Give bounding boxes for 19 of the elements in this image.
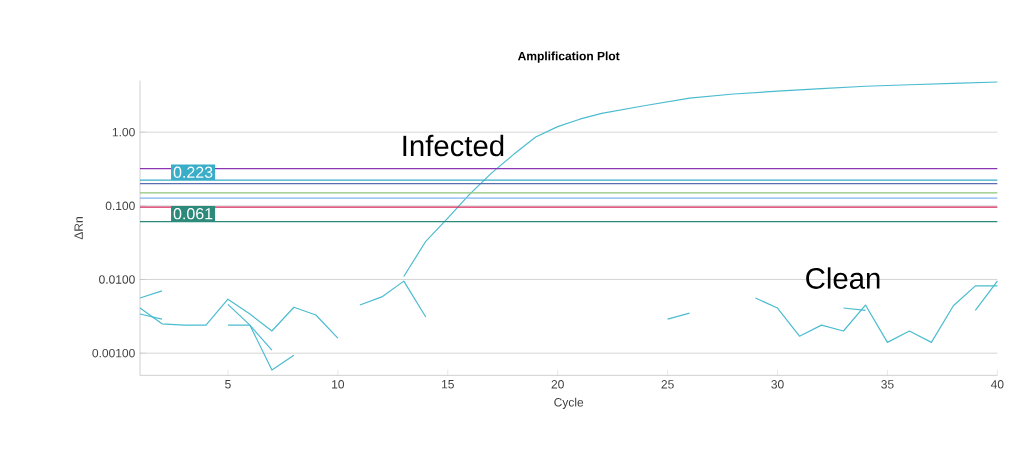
x-tick-label: 15 xyxy=(442,380,454,389)
y-tick-label: 0.0100 xyxy=(99,275,135,284)
ref-line-label: 0.061 xyxy=(173,208,213,220)
x-tick-label: 40 xyxy=(990,380,1004,389)
annotation: Clean xyxy=(806,267,880,289)
x-tick-label: 10 xyxy=(332,380,345,389)
x-tick-label: 25 xyxy=(661,380,674,389)
y-tick-label: 0.100 xyxy=(105,201,135,211)
ref-line-label: 0.223 xyxy=(173,166,213,178)
annotation: Infected xyxy=(403,134,504,157)
y-tick-label: 1.00 xyxy=(112,127,135,137)
chart-title: Amplification Plot xyxy=(517,51,620,63)
x-tick-label: 5 xyxy=(225,380,231,389)
x-tick-label: 30 xyxy=(771,380,784,389)
x-tick-label: 35 xyxy=(881,380,894,389)
x-tick-label: 20 xyxy=(551,380,564,389)
y-tick-label: 0.00100 xyxy=(92,348,135,358)
y-axis-title: ΔRn xyxy=(74,217,83,240)
x-axis-title: Cycle xyxy=(554,397,584,409)
